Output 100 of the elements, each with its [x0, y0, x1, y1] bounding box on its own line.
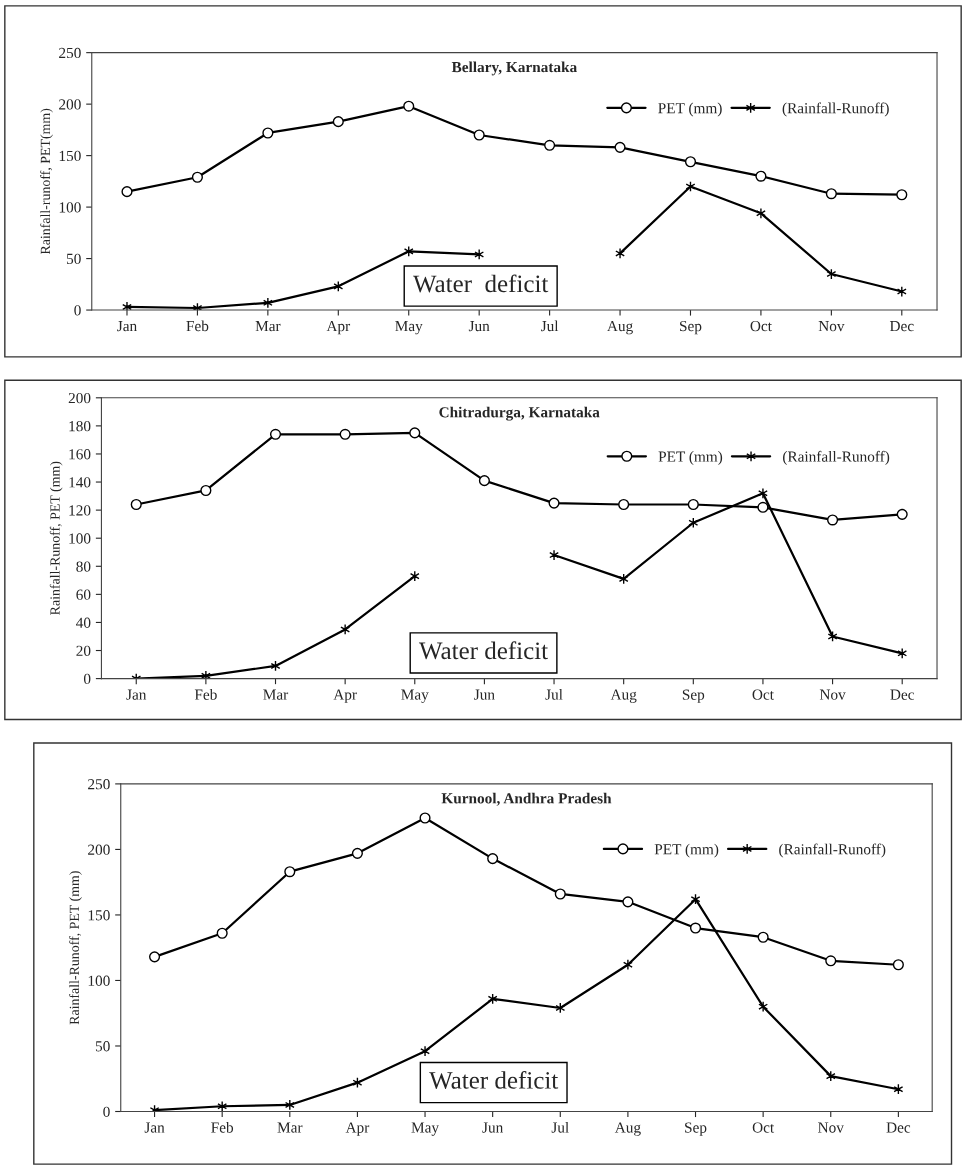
point [618, 498, 630, 511]
point [487, 853, 499, 865]
x-tick-label: Mar [277, 1122, 303, 1133]
point [758, 487, 768, 499]
legend-label: (Rainfall-Runoff) [782, 102, 889, 117]
point [191, 171, 203, 183]
point [332, 116, 344, 128]
point [478, 475, 490, 487]
point [200, 484, 212, 497]
x-tick-label: Jan [117, 321, 137, 332]
point [149, 951, 161, 963]
point [409, 427, 421, 439]
y-tick-label: 100 [59, 202, 81, 213]
point [474, 248, 485, 261]
point [684, 156, 697, 168]
x-tick-label: Aug [607, 320, 633, 335]
x-tick-label: Jan [126, 689, 147, 700]
point [544, 139, 556, 151]
point [755, 170, 767, 182]
y-tick-label: 0 [103, 1106, 110, 1117]
x-tick-label: May [411, 1122, 439, 1136]
point [121, 186, 133, 198]
point [756, 207, 766, 219]
y-tick-label: 50 [66, 253, 81, 265]
point [827, 514, 839, 526]
point [262, 127, 274, 139]
x-tick-label: Oct [752, 1122, 775, 1133]
x-tick-label: Dec [886, 1122, 911, 1133]
point [262, 297, 273, 309]
point [473, 129, 485, 141]
y-tick-label: 40 [76, 617, 91, 628]
y-tick-label: 160 [69, 449, 91, 460]
point [403, 100, 415, 112]
legend-label: PET (mm) [658, 102, 722, 117]
point [687, 498, 699, 511]
y-tick-label: 250 [59, 47, 81, 59]
point [340, 623, 351, 636]
point [825, 188, 837, 200]
point [269, 428, 282, 440]
point [216, 927, 228, 939]
text: Kurnool, Andhra Pradesh [441, 792, 612, 806]
point [200, 670, 211, 679]
x-tick-label: May [401, 689, 429, 703]
x-tick-label: Mar [255, 321, 281, 332]
point [554, 888, 566, 900]
x-tick-label: Sep [682, 689, 705, 703]
y-tick-label: 200 [68, 392, 91, 404]
y-tick-label: 150 [59, 150, 81, 162]
y-axis-title: Rainfall-runoff, PET(mm) [40, 108, 53, 255]
x-tick-label: Aug [610, 689, 637, 703]
point [689, 922, 702, 934]
x-tick-label: Jul [545, 689, 563, 700]
point [622, 959, 633, 971]
x-tick-label: Jun [468, 321, 490, 332]
text: Bellary, Karnataka [451, 61, 577, 76]
x-tick-label: Dec [889, 321, 914, 332]
x-tick-label: Jun [474, 689, 495, 700]
legend-label: PET (mm) [654, 843, 719, 858]
point [351, 847, 363, 859]
text: Chitradurga, Karnataka [439, 406, 600, 421]
point [339, 428, 351, 440]
x-tick-label: Feb [194, 689, 217, 700]
y-tick-label: 20 [76, 645, 91, 656]
x-tick-label: Sep [680, 320, 702, 335]
point [758, 1001, 769, 1013]
y-tick-label: 180 [69, 421, 91, 432]
x-tick-label: Apr [333, 689, 357, 703]
legend-label: (Rainfall-Runoff) [783, 450, 890, 465]
y-tick-label: 0 [74, 305, 81, 316]
y-tick-label: 80 [76, 561, 91, 572]
x-tick-label: Oct [750, 320, 772, 332]
x-tick-label: Jun [482, 1122, 504, 1133]
y-tick-label: 120 [69, 505, 91, 516]
x-tick-label: Oct [752, 689, 774, 700]
point [614, 141, 626, 153]
x-tick-label: Dec [890, 689, 915, 700]
y-tick-label: 250 [88, 779, 110, 790]
point [622, 896, 634, 908]
point [892, 959, 904, 971]
y-tick-label: 150 [88, 910, 110, 921]
y-tick-label: 60 [76, 589, 91, 600]
x-tick-label: Nov [819, 689, 846, 700]
legend-label: PET (mm) [658, 451, 723, 465]
y-tick-label: 100 [69, 533, 91, 544]
point [419, 812, 431, 824]
x-tick-label: Jan [144, 1122, 165, 1133]
y-tick-label: 0 [83, 673, 91, 685]
annotation: Water deficit [429, 1070, 559, 1089]
y-axis-title: Rainfall-Runoff, PET (mm) [69, 871, 82, 1025]
point [757, 501, 769, 513]
x-tick-label: Feb [186, 320, 209, 332]
x-tick-label: Aug [614, 1122, 641, 1136]
annotation: Water deficit [418, 641, 548, 660]
point [757, 931, 769, 943]
x-tick-label: Jul [541, 320, 559, 332]
point [420, 1045, 430, 1057]
y-axis-title: Rainfall-Runoff, PET (mm) [49, 461, 63, 615]
point [825, 955, 837, 967]
point [130, 498, 142, 511]
x-tick-label: Sep [685, 1122, 707, 1136]
